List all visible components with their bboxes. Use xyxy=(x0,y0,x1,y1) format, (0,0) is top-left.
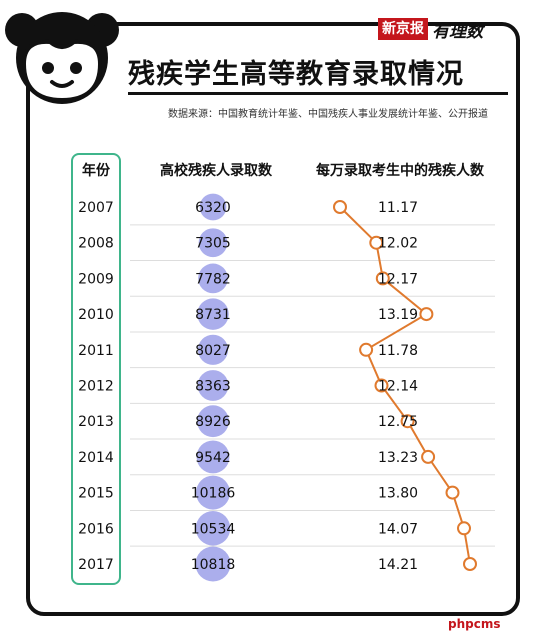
per-10k-value-label: 12.75 xyxy=(378,414,418,430)
per-10k-value-label: 13.80 xyxy=(378,486,418,502)
year-label: 2017 xyxy=(78,557,114,573)
admitted-bubble xyxy=(197,405,229,438)
data-source-note: 数据来源：中国教育统计年鉴、中国残疾人事业发展统计年鉴、公开报道 xyxy=(168,109,488,120)
admitted-value-label: 8027 xyxy=(195,343,231,359)
admitted-bubble xyxy=(199,193,227,221)
per-10k-marker xyxy=(369,235,384,250)
per-10k-value-label: 11.78 xyxy=(378,343,418,359)
year-label: 2012 xyxy=(78,379,114,395)
brand-column-name: 有理数 xyxy=(432,21,483,42)
brand-logo: 新京报 有理数 xyxy=(378,18,483,42)
admitted-value-label: 10534 xyxy=(191,521,236,537)
admitted-value-label: 10186 xyxy=(191,486,236,502)
admitted-value-label: 8926 xyxy=(195,414,231,430)
girl-mascot-icon xyxy=(5,12,119,104)
per-10k-marker xyxy=(400,414,415,429)
admitted-bubble xyxy=(197,298,229,330)
admitted-value-label: 8363 xyxy=(195,379,231,395)
admitted-value-label: 8731 xyxy=(195,307,231,323)
per-10k-value-label: 14.07 xyxy=(378,521,418,537)
admitted-bubble xyxy=(198,228,228,258)
per-10k-value-label: 13.19 xyxy=(378,307,418,323)
year-label: 2016 xyxy=(78,521,114,537)
admitted-value-label: 9542 xyxy=(195,450,231,466)
per-10k-value-label: 12.02 xyxy=(378,236,418,252)
admitted-bubble xyxy=(195,511,231,546)
page-title: 残疾学生高等教育录取情况 xyxy=(128,59,464,90)
brand-paper-name: 新京报 xyxy=(378,18,428,40)
admitted-bubble xyxy=(196,440,230,474)
per-10k-value-label: 13.23 xyxy=(378,450,418,466)
admitted-bubble xyxy=(197,370,229,401)
admitted-bubble xyxy=(197,334,229,365)
admitted-bubble xyxy=(195,546,231,582)
admitted-bubble xyxy=(196,475,230,510)
per-10k-marker xyxy=(445,485,460,500)
per-10k-marker xyxy=(421,449,436,464)
per-10k-marker xyxy=(375,271,390,286)
admitted-bubble xyxy=(198,263,228,294)
year-column-box xyxy=(71,153,121,585)
per-10k-marker xyxy=(463,557,477,571)
year-label: 2015 xyxy=(78,486,114,502)
watermark: phpcms xyxy=(448,617,501,631)
year-label: 2008 xyxy=(78,236,114,252)
per-10k-marker xyxy=(359,342,374,357)
admitted-column-header: 高校残疾人录取数 xyxy=(160,163,272,179)
admitted-value-label: 7782 xyxy=(195,271,231,287)
per-10k-marker xyxy=(374,378,389,393)
year-label: 2013 xyxy=(78,414,114,430)
year-column-header: 年份 xyxy=(82,163,110,179)
per-10k-marker xyxy=(457,521,471,536)
year-label: 2010 xyxy=(78,307,114,323)
per-10k-marker xyxy=(333,200,347,214)
card-frame xyxy=(26,22,520,616)
year-label: 2011 xyxy=(78,343,114,359)
title-underline xyxy=(128,92,508,95)
per-10k-value-label: 12.14 xyxy=(378,379,418,395)
per-10k-marker xyxy=(419,307,434,322)
per-10k-value-label: 11.17 xyxy=(378,200,418,216)
admitted-value-label: 10818 xyxy=(191,557,236,573)
per-10k-column-header: 每万录取考生中的残疾人数 xyxy=(316,163,484,179)
admitted-value-label: 6320 xyxy=(195,200,231,216)
year-label: 2014 xyxy=(78,450,114,466)
admitted-value-label: 7305 xyxy=(195,236,231,252)
per-10k-value-label: 14.21 xyxy=(378,557,418,573)
per-10k-value-label: 12.17 xyxy=(378,271,418,287)
year-label: 2009 xyxy=(78,271,114,287)
year-label: 2007 xyxy=(78,200,114,216)
